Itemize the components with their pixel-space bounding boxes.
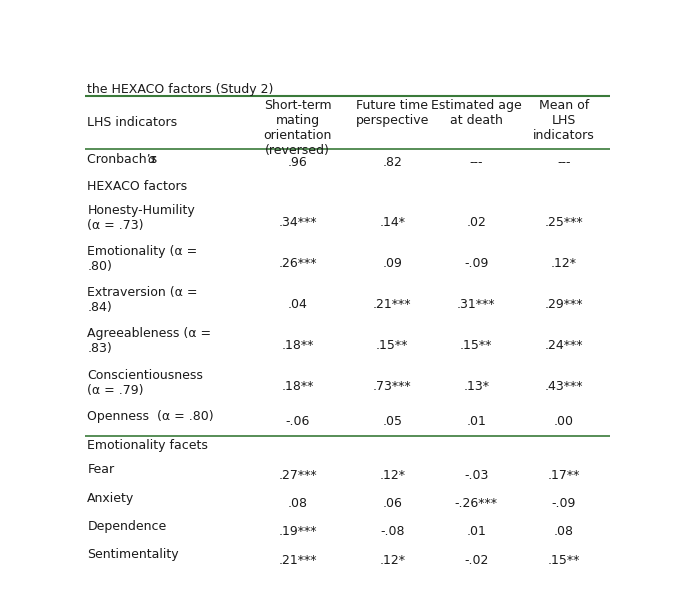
Text: -.09: -.09 [464,257,488,270]
Text: -.02: -.02 [464,554,488,567]
Text: .34***: .34*** [278,216,317,229]
Text: -.03: -.03 [464,469,488,482]
Text: Dependence: Dependence [87,520,167,533]
Text: Conscientiousness
(α = .79): Conscientiousness (α = .79) [87,368,203,397]
Text: -.06: -.06 [285,415,310,428]
Text: .18**: .18** [281,380,314,393]
Text: Agreeableness (α =
.83): Agreeableness (α = .83) [87,327,212,355]
Text: .24***: .24*** [544,339,583,352]
Text: HEXACO factors: HEXACO factors [87,180,188,193]
Text: .15**: .15** [376,339,408,352]
Text: Emotionality facets: Emotionality facets [87,440,208,453]
Text: ---: --- [557,156,571,169]
Text: .08: .08 [554,525,574,538]
Text: Estimated age
at death: Estimated age at death [431,99,521,127]
Text: .01: .01 [466,525,486,538]
Text: Future time
perspective: Future time perspective [355,99,428,127]
Text: .06: .06 [382,497,402,510]
Text: .82: .82 [382,156,402,169]
Text: α: α [148,153,156,166]
Text: .15**: .15** [548,554,580,567]
Text: .27***: .27*** [278,469,317,482]
Text: Cronbach’s: Cronbach’s [87,153,161,166]
Text: .43***: .43*** [544,380,583,393]
Text: -.08: -.08 [380,525,404,538]
Text: Openness  (α = .80): Openness (α = .80) [87,410,214,423]
Text: the HEXACO factors (Study 2): the HEXACO factors (Study 2) [87,83,274,96]
Text: .12*: .12* [379,469,405,482]
Text: .29***: .29*** [544,298,583,311]
Text: .08: .08 [287,497,308,510]
Text: Emotionality (α =
.80): Emotionality (α = .80) [87,245,197,273]
Text: LHS indicators: LHS indicators [87,116,178,129]
Text: .17**: .17** [548,469,580,482]
Text: .09: .09 [382,257,402,270]
Text: Honesty-Humility
(α = .73): Honesty-Humility (α = .73) [87,204,195,232]
Text: .14*: .14* [379,216,405,229]
Text: Anxiety: Anxiety [87,492,135,505]
Text: .00: .00 [554,415,574,428]
Text: .73***: .73*** [373,380,412,393]
Text: .21***: .21*** [278,554,317,567]
Text: .02: .02 [466,216,486,229]
Text: Sentimentality: Sentimentality [87,548,179,561]
Text: .21***: .21*** [373,298,412,311]
Text: .04: .04 [287,298,308,311]
Text: .05: .05 [382,415,402,428]
Text: .01: .01 [466,415,486,428]
Text: .19***: .19*** [278,525,317,538]
Text: .13*: .13* [463,380,490,393]
Text: .26***: .26*** [278,257,317,270]
Text: Mean of
LHS
indicators: Mean of LHS indicators [533,99,595,142]
Text: .25***: .25*** [544,216,583,229]
Text: Short-term
mating
orientation
(reversed): Short-term mating orientation (reversed) [263,99,332,157]
Text: -.09: -.09 [552,497,576,510]
Text: .96: .96 [287,156,307,169]
Text: ---: --- [469,156,483,169]
Text: Extraversion (α =
.84): Extraversion (α = .84) [87,286,198,314]
Text: .12*: .12* [379,554,405,567]
Text: -.26***: -.26*** [455,497,498,510]
Text: Fear: Fear [87,463,115,476]
Text: .18**: .18** [281,339,314,352]
Text: .15**: .15** [460,339,492,352]
Text: .31***: .31*** [457,298,496,311]
Text: .12*: .12* [551,257,577,270]
